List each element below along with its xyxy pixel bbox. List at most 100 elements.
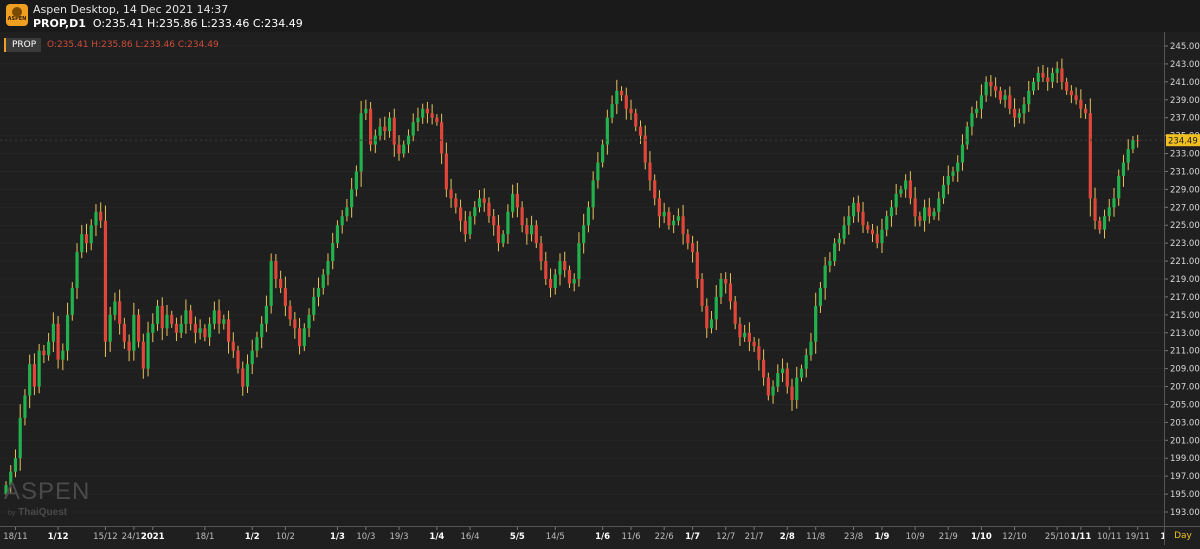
- price-tick-label: 219.00: [1170, 275, 1200, 285]
- candle: [482, 188, 486, 212]
- candle-body: [662, 211, 666, 217]
- candle-body: [28, 364, 32, 396]
- price-axis[interactable]: 193.00 195.00 197.00 199.00 201.00 203.00 205.…: [1164, 32, 1200, 526]
- candle: [269, 253, 273, 314]
- candle: [743, 324, 747, 342]
- candle-body: [833, 243, 837, 262]
- candle: [141, 333, 145, 379]
- candle: [1017, 108, 1021, 124]
- candle: [847, 205, 851, 235]
- candle-body: [946, 175, 950, 185]
- candle: [539, 236, 543, 271]
- candle: [842, 216, 846, 245]
- candle: [804, 348, 808, 378]
- candle-body: [146, 332, 150, 369]
- candle-body: [837, 238, 841, 244]
- candle-body: [918, 216, 922, 221]
- candle-body: [572, 279, 576, 284]
- candle-body: [766, 377, 770, 396]
- candle-body: [591, 180, 595, 208]
- candle: [193, 316, 197, 344]
- candle-body: [899, 189, 903, 194]
- candle-body: [487, 202, 491, 217]
- candle-body: [596, 162, 600, 181]
- candle: [1031, 77, 1036, 95]
- candle-body: [9, 471, 13, 486]
- symbol-tag[interactable]: PROP: [4, 38, 42, 52]
- candle: [449, 178, 453, 208]
- date-tick-label: 10/11: [1097, 532, 1122, 542]
- date-tick-label: 12/10: [1002, 532, 1027, 542]
- candle-body: [75, 252, 79, 288]
- candle: [160, 297, 164, 341]
- candle: [719, 272, 723, 305]
- candle: [1055, 61, 1059, 83]
- window-title: Aspen Desktop, 14 Dec 2021 14:37: [33, 3, 229, 16]
- candle: [84, 223, 89, 253]
- candle-body: [984, 81, 988, 96]
- candle-body: [359, 113, 363, 172]
- candle: [861, 201, 865, 233]
- candle-body: [141, 341, 145, 369]
- date-tick-label: 2/8: [780, 532, 795, 542]
- candle-body: [619, 90, 624, 96]
- date-tick-label: 12/7: [716, 532, 735, 542]
- candle-body: [856, 202, 860, 212]
- candle-body: [601, 144, 605, 163]
- candle: [738, 317, 742, 347]
- candle-body: [222, 319, 226, 324]
- candle-body: [1027, 90, 1031, 105]
- candle: [383, 116, 387, 141]
- candle: [563, 251, 567, 278]
- candle-body: [804, 355, 808, 369]
- candle: [274, 253, 278, 289]
- candle-body: [302, 328, 306, 347]
- candle: [795, 366, 799, 409]
- chart-plot-area[interactable]: [0, 32, 1164, 526]
- candle: [217, 299, 221, 334]
- candle-body: [1107, 207, 1111, 217]
- candle: [733, 296, 737, 330]
- candle-body: [676, 216, 680, 221]
- candle-body: [425, 108, 430, 114]
- candle-body: [695, 252, 699, 279]
- candle: [629, 99, 633, 121]
- candle: [823, 256, 827, 300]
- candle: [937, 191, 941, 221]
- candle: [293, 312, 297, 339]
- candle-body: [387, 117, 392, 132]
- date-tick-label: 2021: [141, 532, 165, 542]
- timeframe-label[interactable]: Day: [1164, 526, 1200, 545]
- candle-body: [203, 328, 207, 338]
- candle-body: [454, 198, 458, 208]
- candle: [776, 364, 780, 393]
- candle-body: [643, 135, 647, 163]
- date-tick-label: 1/9: [875, 532, 890, 542]
- date-tick-label: 1/2: [245, 532, 260, 542]
- candle-body: [160, 305, 164, 329]
- candle: [297, 317, 302, 355]
- candle: [1083, 104, 1088, 119]
- candle-body: [127, 341, 131, 351]
- candle-body: [316, 287, 321, 297]
- candle: [975, 100, 979, 118]
- candle-body: [321, 274, 325, 288]
- candle: [511, 184, 515, 218]
- price-tick-label: 231.00: [1170, 167, 1200, 177]
- candle-body: [1050, 72, 1055, 82]
- candle: [567, 265, 572, 288]
- candle-body: [743, 332, 747, 338]
- candle-body: [705, 305, 709, 329]
- candle: [728, 273, 733, 310]
- candle-body: [473, 207, 477, 217]
- candle: [222, 314, 226, 330]
- candle: [283, 276, 287, 317]
- date-axis[interactable]: 18/11 1/12 15/12 24/12 2021 18/1 1/2 10/2 1/3 10/…: [0, 526, 1181, 545]
- candle: [520, 201, 524, 233]
- candle: [326, 253, 330, 286]
- candlestick-chart[interactable]: [0, 32, 1164, 526]
- date-tick-label: 21/9: [939, 532, 958, 542]
- candle: [458, 199, 463, 232]
- candle: [51, 312, 55, 353]
- candle-body: [866, 225, 870, 230]
